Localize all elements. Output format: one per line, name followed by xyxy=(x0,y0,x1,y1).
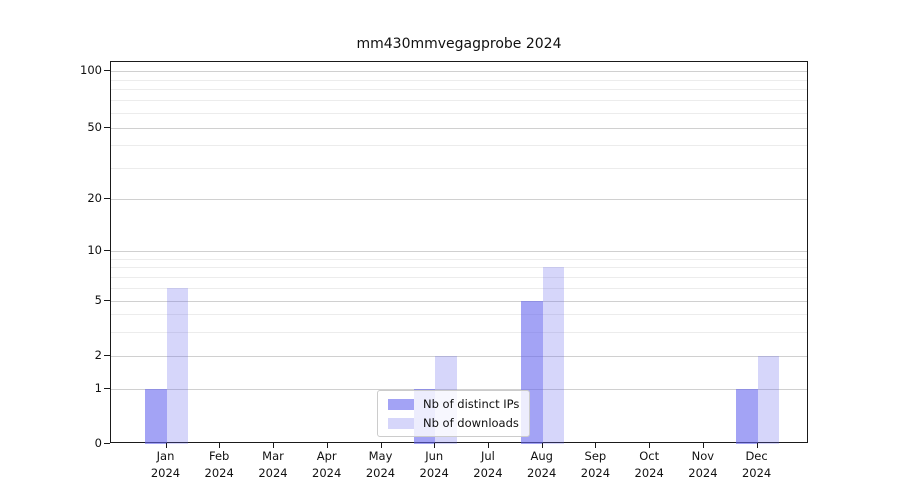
gridline-minor-60 xyxy=(111,113,807,114)
gridline-major-50 xyxy=(111,128,807,129)
x-tick-mark-feb xyxy=(219,443,221,448)
y-tick-label-5: 5 xyxy=(94,293,102,307)
x-tick-label-jun: Jun 2024 xyxy=(419,449,449,480)
x-tick-label-jan: Jan 2024 xyxy=(150,449,181,480)
y-tick-mark-2 xyxy=(104,355,110,356)
x-tick-label-nov: Nov 2024 xyxy=(688,449,718,480)
gridline-minor-4 xyxy=(111,314,807,316)
bar-aug-downloads xyxy=(542,267,565,444)
y-tick-mark-50 xyxy=(104,127,110,128)
x-tick-mark-jan xyxy=(165,443,167,448)
gridline-major-20 xyxy=(111,199,807,200)
gridline-minor-80 xyxy=(111,89,807,91)
y-tick-label-20: 20 xyxy=(87,191,102,205)
x-tick-mark-sep xyxy=(595,443,597,448)
legend-swatch-downloads xyxy=(388,417,414,429)
gridline-minor-9 xyxy=(111,258,807,260)
x-tick-mark-jun xyxy=(434,443,436,448)
y-tick-label-2: 2 xyxy=(94,348,102,362)
y-tick-mark-5 xyxy=(104,300,110,301)
x-tick-mark-nov xyxy=(702,443,704,448)
gridline-minor-8 xyxy=(111,267,807,269)
x-tick-label-oct: Oct 2024 xyxy=(634,449,664,480)
x-tick-mark-jul xyxy=(487,443,489,448)
x-tick-label-aug: Aug 2024 xyxy=(527,449,557,480)
x-tick-mark-mar xyxy=(273,443,274,448)
x-tick-label-jul: Jul 2024 xyxy=(473,449,503,480)
gridline-minor-30 xyxy=(111,167,807,169)
bar-dec-downloads xyxy=(757,356,780,444)
x-tick-mark-may xyxy=(380,443,382,448)
y-tick-mark-100 xyxy=(104,70,110,71)
gridline-major-10 xyxy=(111,251,807,252)
x-tick-label-mar: Mar 2024 xyxy=(258,449,288,480)
legend-label-distinct-ips: Nb of distinct IPs xyxy=(423,397,520,411)
gridline-minor-6 xyxy=(111,287,807,289)
y-tick-mark-0 xyxy=(104,443,110,444)
y-tick-label-0: 0 xyxy=(94,436,102,450)
gridline-major-2 xyxy=(111,356,807,357)
bar-dec-distinct-ips xyxy=(736,389,758,444)
x-tick-label-sep: Sep 2024 xyxy=(580,449,611,480)
gridline-minor-70 xyxy=(111,100,807,102)
gridline-major-5 xyxy=(111,301,807,302)
gridline-major-1 xyxy=(111,389,807,390)
y-tick-label-1: 1 xyxy=(94,381,102,395)
legend-item-distinct-ips: Nb of distinct IPs xyxy=(388,397,519,411)
bar-jan-downloads xyxy=(166,287,188,444)
x-tick-mark-dec xyxy=(756,443,758,448)
chart-title: mm430mmvegagprobe 2024 xyxy=(356,36,562,52)
legend-label-downloads: Nb of downloads xyxy=(423,416,519,430)
gridline-minor-90 xyxy=(111,79,807,81)
x-tick-mark-apr xyxy=(326,443,328,448)
y-tick-mark-20 xyxy=(104,198,110,199)
x-tick-mark-oct xyxy=(649,443,651,448)
gridline-minor-7 xyxy=(111,276,807,278)
x-tick-label-feb: Feb 2024 xyxy=(204,449,234,480)
legend: Nb of distinct IPs Nb of downloads xyxy=(377,390,531,437)
x-tick-label-may: May 2024 xyxy=(365,449,396,480)
y-tick-label-10: 10 xyxy=(87,243,102,257)
y-tick-mark-1 xyxy=(104,388,110,389)
x-tick-label-dec: Dec 2024 xyxy=(741,449,772,480)
y-tick-label-100: 100 xyxy=(80,63,102,77)
gridline-minor-40 xyxy=(111,145,807,147)
gridline-minor-3 xyxy=(111,331,807,333)
plot-area xyxy=(110,61,808,444)
y-tick-label-50: 50 xyxy=(87,120,102,134)
bar-jan-distinct-ips xyxy=(145,389,167,444)
legend-swatch-distinct-ips xyxy=(388,398,414,410)
x-tick-mark-aug xyxy=(541,443,543,448)
y-tick-mark-10 xyxy=(104,250,110,251)
legend-item-downloads: Nb of downloads xyxy=(388,416,519,430)
gridline-major-100 xyxy=(111,71,807,72)
x-tick-label-apr: Apr 2024 xyxy=(312,449,342,480)
